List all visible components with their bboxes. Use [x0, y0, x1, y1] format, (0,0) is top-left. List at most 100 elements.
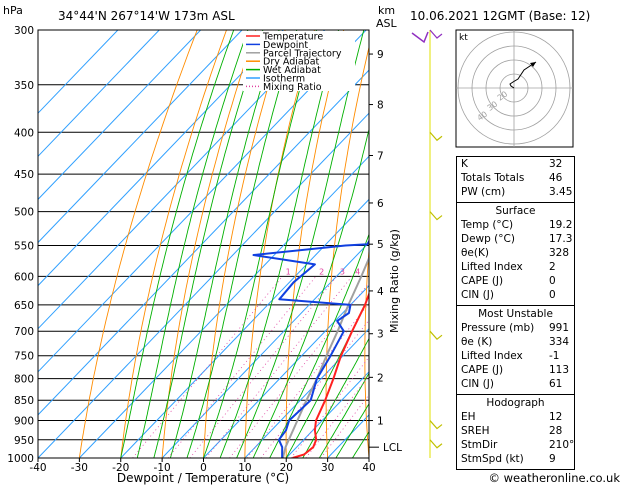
wind-barb	[429, 29, 443, 39]
index-value: 61	[549, 378, 563, 390]
pressure-tick-label: 950	[14, 435, 34, 447]
temperature-tick-label: 20	[280, 462, 293, 474]
pressure-tick-label: 800	[14, 374, 34, 386]
index-row: Lifted Index 2	[457, 261, 574, 275]
index-value: 113	[549, 364, 570, 376]
index-value: -1	[549, 350, 560, 362]
km-tick-label: 6	[377, 198, 384, 210]
index-value: 46	[549, 172, 563, 184]
index-name: θe(K)	[461, 247, 489, 259]
temperature-tick-label: -10	[154, 462, 171, 474]
index-value: 12	[549, 411, 563, 423]
index-name: Totals Totals	[461, 172, 525, 184]
mixing-ratio-label: 6	[377, 267, 382, 276]
mixing-ratio-line	[290, 356, 369, 458]
isotherm-line	[38, 112, 369, 458]
legend-label: Isotherm	[263, 74, 305, 85]
index-name: EH	[461, 411, 476, 423]
wet-adiabat	[120, 30, 235, 458]
hodograph-arrow-icon	[530, 62, 536, 67]
index-name: Lifted Index	[461, 350, 523, 362]
wind-barb	[429, 330, 443, 341]
dry-adiabat	[402, 30, 431, 458]
pressure-tick-label: 1000	[7, 453, 34, 465]
plot-frame	[37, 29, 370, 459]
x-axis-title: Dewpoint / Temperature (°C)	[117, 471, 289, 485]
wet-adiabat	[236, 30, 365, 458]
temperature-tick-label: 30	[321, 462, 334, 474]
mixing-ratio-label: 1	[286, 267, 291, 276]
index-row: SREH 28	[457, 425, 574, 439]
mixing-ratio-line	[246, 302, 369, 458]
km-tick-label: 3	[377, 329, 384, 341]
wind-barb	[411, 31, 429, 44]
index-row: Pressure (mb) 991	[457, 322, 574, 336]
wet-adiabat	[203, 30, 317, 458]
index-row: θe (K) 334	[457, 336, 574, 350]
mixing-ratio-label: 2	[319, 267, 324, 276]
index-name: θe (K)	[461, 336, 493, 348]
index-name: CAPE (J)	[461, 364, 504, 376]
index-row: K 32	[457, 158, 574, 172]
legend-label: Temperature	[262, 32, 323, 43]
pressure-tick-label: 550	[14, 240, 34, 252]
hodograph-section-title: Hodograph	[486, 397, 545, 409]
index-value: 0	[549, 275, 556, 287]
lcl-label: LCL	[383, 442, 402, 454]
index-value: 334	[549, 336, 570, 348]
index-value: 210°	[549, 439, 575, 451]
legend-label: Parcel Trajectory	[263, 48, 342, 59]
dry-adiabat	[606, 30, 629, 458]
wet-adiabat	[153, 30, 264, 458]
dry-adiabat	[244, 30, 315, 458]
mixing-ratio-label: 10	[404, 267, 414, 276]
most-unstable-section-title: Most Unstable	[478, 308, 553, 320]
mixing-ratio-line	[205, 276, 353, 458]
index-value: 19.2	[549, 219, 573, 231]
index-name: CIN (J)	[461, 378, 494, 390]
section-divider	[457, 394, 574, 395]
index-row: CAPE (J) 113	[457, 364, 574, 378]
pressure-tick-label: 300	[14, 25, 34, 37]
isotherm-line	[38, 30, 284, 287]
pressure-tick-label: 700	[14, 326, 34, 338]
isotherm-line	[38, 30, 326, 330]
pressure-tick-label: 900	[14, 416, 34, 428]
temperature-tick-label: -40	[29, 462, 46, 474]
legend-label: Mixing Ratio	[263, 82, 322, 93]
km-tick-label: 9	[377, 49, 384, 61]
mixing-ratio-label: 4	[355, 267, 360, 276]
dry-adiabat	[120, 30, 227, 458]
index-value: 2	[549, 261, 556, 273]
index-name: PW (cm)	[461, 186, 506, 198]
legend-label: Wet Adiabat	[263, 65, 321, 76]
dewpoint-line	[252, 239, 369, 458]
index-name: StmDir	[461, 439, 498, 451]
isotherm-line	[38, 30, 160, 158]
dry-adiabat	[78, 30, 198, 458]
isotherm-line	[203, 284, 369, 458]
index-row: CIN (J) 61	[457, 378, 574, 392]
wind-barb	[429, 131, 443, 142]
legend-label: Dry Adiabat	[263, 57, 320, 68]
index-name: Dewp (°C)	[461, 233, 515, 245]
temperature-tick-label: 40	[362, 462, 375, 474]
wet-adiabat	[186, 30, 298, 458]
index-row: Totals Totals 46	[457, 172, 574, 186]
km-tick-label: 4	[377, 286, 384, 298]
temperature-tick-label: 0	[200, 462, 207, 474]
asl-axis-label: ASL	[376, 17, 398, 30]
section-divider	[457, 202, 574, 203]
mixing-ratio-label: 3	[340, 267, 345, 276]
km-axis-label: km	[378, 4, 395, 17]
copyright-text: © weatheronline.co.uk	[488, 471, 620, 485]
index-row: EH 12	[457, 411, 574, 425]
wind-barb	[429, 211, 443, 221]
dry-adiabat	[203, 30, 286, 458]
mixing-ratio-axis-title: Mixing Ratio (g/kg)	[388, 229, 401, 333]
pressure-tick-label: 450	[14, 169, 34, 181]
temperature-tick-label: 10	[238, 462, 251, 474]
